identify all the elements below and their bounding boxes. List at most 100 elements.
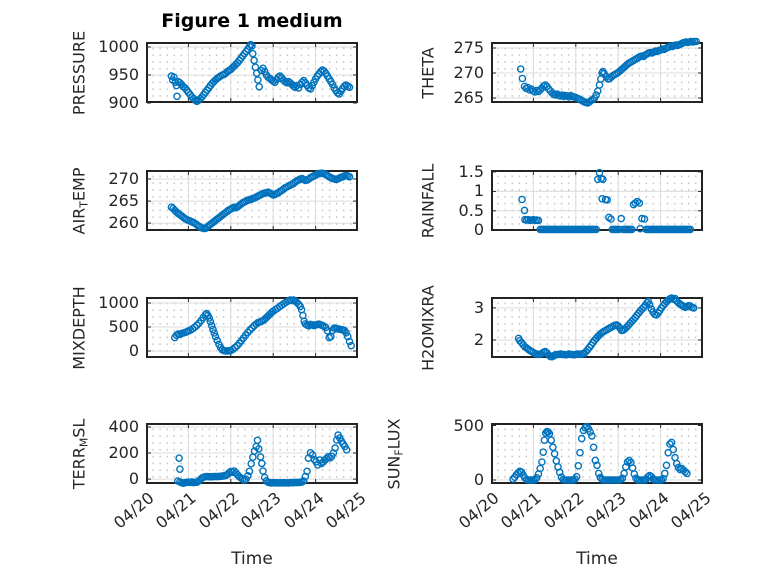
- y-axis-label-terr-msl: TERRMSL: [69, 418, 91, 489]
- data-marker: [244, 472, 252, 480]
- data-marker: [598, 194, 606, 203]
- data-marker: [594, 469, 603, 478]
- y-tick-label: 500: [108, 316, 139, 336]
- subplot-air-temp: [146, 169, 358, 233]
- y-axis-label-theta: THETA: [419, 47, 438, 98]
- data-marker: [342, 445, 351, 454]
- data-marker: [259, 467, 267, 475]
- data-marker: [574, 462, 583, 470]
- data-marker: [516, 65, 525, 73]
- plot-area-terr-msl: [146, 423, 358, 488]
- y-tick-label: 0.5: [458, 200, 484, 220]
- data-marker: [248, 42, 256, 50]
- data-marker: [538, 458, 546, 466]
- data-marker: [248, 324, 256, 332]
- data-marker: [667, 438, 676, 447]
- data-marker: [520, 206, 529, 215]
- data-marker: [173, 92, 181, 101]
- data-marker: [649, 474, 657, 483]
- data-marker: [540, 436, 549, 445]
- data-marker: [595, 81, 604, 89]
- data-marker: [545, 429, 554, 438]
- y-tick-label: 1000: [98, 36, 139, 56]
- subplot-theta: [491, 37, 703, 107]
- data-marker: [518, 74, 527, 83]
- data-marker: [298, 78, 306, 87]
- y-axis-label-text: SUN: [384, 455, 404, 489]
- data-marker: [592, 225, 600, 234]
- y-tick-label: 265: [108, 191, 139, 211]
- y-axis-label-sun-flux: SUNFLUX: [384, 418, 406, 489]
- data-marker: [326, 454, 334, 462]
- data-marker: [246, 326, 254, 334]
- data-marker: [249, 453, 257, 462]
- data-marker: [176, 465, 184, 474]
- y-axis-label-text: H2OMIXRA: [418, 284, 438, 371]
- figure-title: Figure 1 medium: [161, 10, 343, 32]
- data-marker: [345, 83, 354, 92]
- data-marker: [623, 458, 632, 466]
- y-tick-label: 900: [108, 93, 139, 112]
- y-tick-label: 270: [108, 169, 139, 189]
- plot-area-sun-flux: [491, 422, 703, 484]
- data-marker: [572, 472, 581, 481]
- data-marker: [669, 445, 678, 454]
- data-marker: [171, 78, 180, 87]
- data-marker: [306, 448, 315, 457]
- y-axis-label-h2omixra: H2OMIXRA: [419, 285, 438, 371]
- data-marker: [630, 470, 639, 478]
- y-axis-label-text: THETA: [418, 46, 438, 99]
- data-marker: [692, 37, 700, 46]
- data-marker: [588, 432, 596, 440]
- data-marker: [331, 444, 339, 452]
- y-tick-label: 1: [473, 181, 484, 201]
- data-marker: [345, 337, 354, 346]
- data-marker: [258, 459, 266, 468]
- y-axis-label-text: TERR: [69, 446, 89, 489]
- data-marker: [627, 225, 636, 234]
- y-axis-label-subscript: T: [77, 200, 91, 208]
- y-axis-label-text: PRESSURE: [69, 30, 89, 115]
- subplot-sun-flux: [491, 422, 703, 484]
- data-marker: [576, 448, 584, 457]
- y-axis-label-mixdepth: MIXDEPTH: [70, 286, 89, 369]
- plot-area-h2omixra: [491, 294, 703, 361]
- y-tick-label: 0: [128, 469, 139, 489]
- data-marker: [205, 314, 214, 322]
- data-marker: [592, 91, 600, 99]
- data-marker: [245, 467, 254, 476]
- data-marker: [577, 434, 586, 443]
- y-tick-label: 2: [473, 330, 484, 350]
- data-marker: [536, 464, 545, 473]
- data-marker: [555, 468, 564, 477]
- data-marker: [246, 40, 255, 49]
- y-axis-label-subscript: M: [77, 437, 91, 447]
- data-marker: [209, 325, 217, 334]
- data-marker: [533, 474, 541, 482]
- axes-frame: [491, 423, 703, 484]
- data-marker: [544, 428, 553, 436]
- data-marker: [303, 467, 311, 476]
- data-marker: [662, 461, 671, 470]
- y-axis-label-text: EMP: [69, 167, 89, 201]
- y-tick-label: 0: [128, 340, 139, 360]
- data-marker: [550, 449, 559, 458]
- data-marker: [323, 326, 332, 335]
- data-marker: [191, 323, 199, 332]
- x-axis-label-right: Time: [576, 549, 618, 569]
- data-marker: [206, 317, 215, 326]
- y-tick-label: 260: [108, 213, 139, 233]
- data-marker: [666, 440, 674, 448]
- data-marker: [594, 175, 602, 184]
- data-marker: [547, 436, 556, 445]
- axes-frame: [146, 297, 358, 358]
- data-marker: [255, 445, 263, 453]
- data-marker: [308, 451, 317, 459]
- data-marker: [552, 457, 561, 465]
- y-tick-label: 1.5: [458, 161, 484, 181]
- plot-area-air-temp: [146, 169, 358, 233]
- data-marker: [635, 199, 644, 207]
- data-marker: [534, 216, 543, 225]
- data-marker: [593, 461, 601, 470]
